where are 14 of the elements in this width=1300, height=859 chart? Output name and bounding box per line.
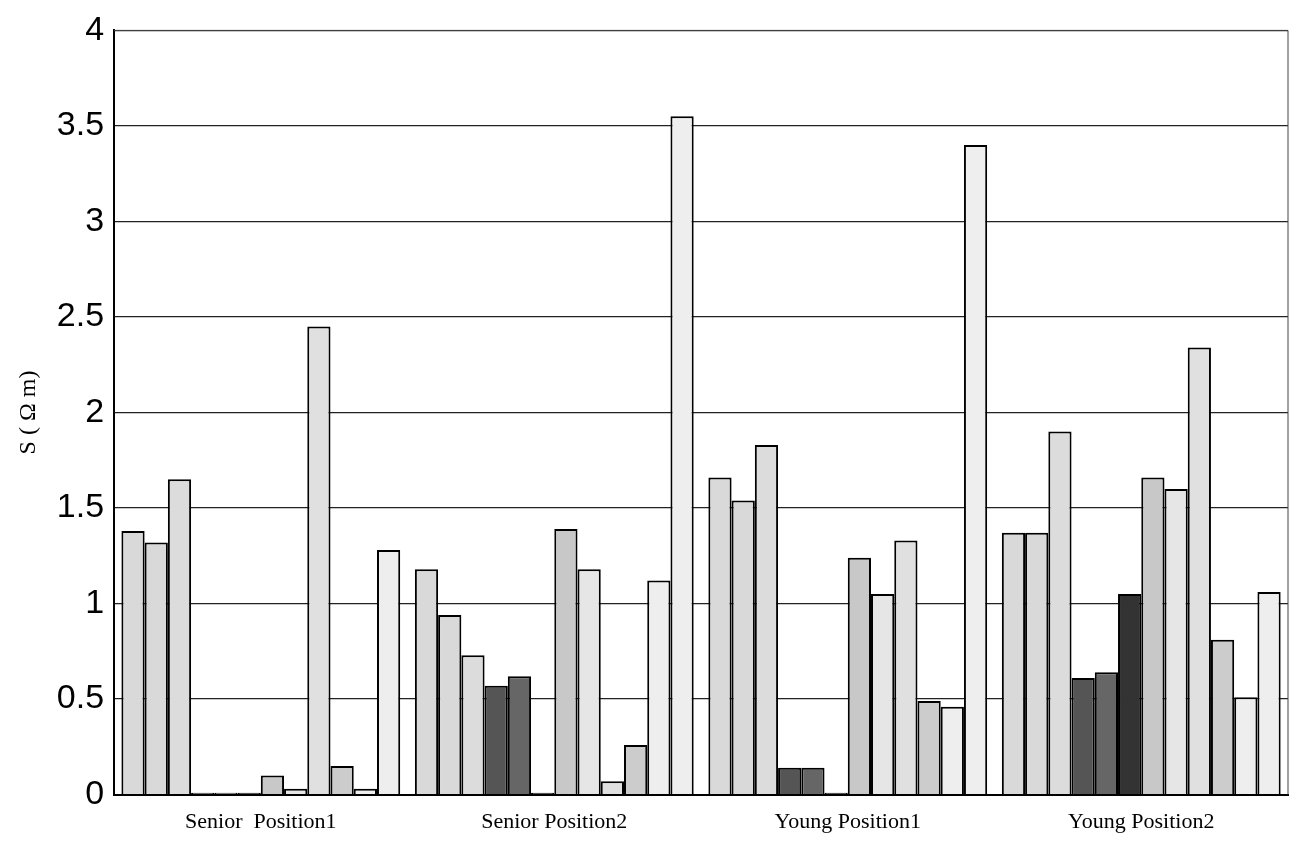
x-tick-label: Senior Position1 xyxy=(185,807,337,833)
y-tick-label: 2.5 xyxy=(56,295,105,334)
y-tick-label: 4 xyxy=(85,8,105,47)
y-tick-label: 2 xyxy=(85,390,105,429)
x-tick-label: Young Position1 xyxy=(774,807,921,833)
y-tick-label: 3.5 xyxy=(56,104,105,143)
y-tick-label: 1.5 xyxy=(56,486,105,525)
x-tick-label: Young Position2 xyxy=(1068,807,1215,833)
y-tick-label: 0.5 xyxy=(56,677,105,716)
x-tick-label: Senior Position2 xyxy=(481,807,628,833)
y-tick-label: 0 xyxy=(85,772,105,811)
y-tick-label: 1 xyxy=(85,581,105,620)
y-tick-label: 3 xyxy=(85,199,105,238)
y-axis-title: S ( Ω m) xyxy=(13,370,40,455)
